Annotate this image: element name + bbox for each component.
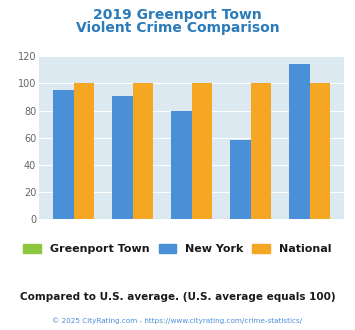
Bar — [112, 96, 133, 219]
Bar — [171, 111, 192, 219]
Bar — [133, 83, 153, 219]
Bar — [230, 141, 251, 219]
Bar — [73, 83, 94, 219]
Bar — [192, 83, 212, 219]
Bar — [289, 64, 310, 219]
Text: Violent Crime Comparison: Violent Crime Comparison — [76, 21, 279, 35]
Bar — [310, 83, 331, 219]
Text: 2019 Greenport Town: 2019 Greenport Town — [93, 8, 262, 22]
Text: Compared to U.S. average. (U.S. average equals 100): Compared to U.S. average. (U.S. average … — [20, 292, 335, 302]
Bar — [251, 83, 272, 219]
Legend: Greenport Town, New York, National: Greenport Town, New York, National — [19, 239, 336, 258]
Bar — [53, 90, 73, 219]
Text: © 2025 CityRating.com - https://www.cityrating.com/crime-statistics/: © 2025 CityRating.com - https://www.city… — [53, 317, 302, 324]
